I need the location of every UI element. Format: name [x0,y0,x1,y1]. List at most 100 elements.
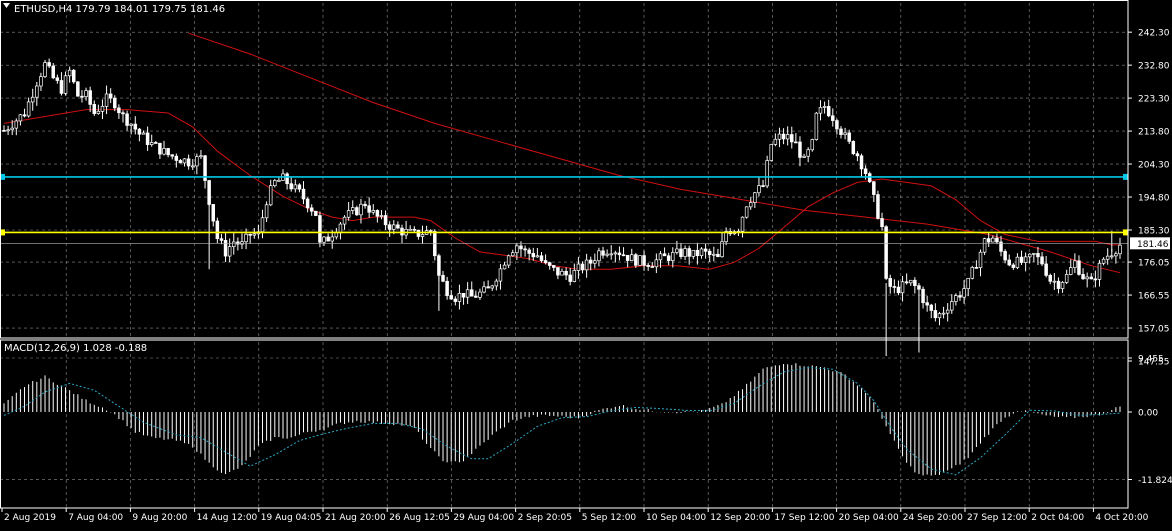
candle-down [831,115,835,121]
candle-down [917,285,921,290]
time-tick-label: 24 Sep 20:00 [903,513,963,523]
candle-up [597,250,601,262]
candle-down [662,253,667,257]
price-axis: 242.30 232.80 223.30 213.80 204.30 194.80 185.… [1128,29,1170,368]
candle-down [47,62,51,67]
chart-menu-icon[interactable] [3,3,10,8]
candle-down [601,250,605,256]
candle-down [1011,264,1016,268]
candle-up [342,216,347,225]
candle-down [363,203,367,207]
candle-down [305,198,310,209]
candle-up [478,291,482,298]
candle-down [203,155,207,181]
candle-down [375,210,380,217]
time-tick-label: 17 Sep 12:00 [774,513,834,523]
candle-down [543,260,548,263]
candle-down [137,128,142,135]
main-grid [0,3,1128,338]
macd-tick-label: 0.00 [1138,409,1158,419]
candle-down [929,304,934,311]
candle-down [1036,253,1040,258]
candle-up [14,120,19,129]
time-tick-label: 10 Sep 04:00 [646,513,706,523]
candle-up [954,295,958,302]
macd-frame [0,339,1129,509]
candle-up [1032,253,1036,255]
candle-down [642,255,646,266]
candle-down [289,183,293,190]
candle-up [1101,258,1106,264]
price-tick-label: 232.80 [1138,62,1170,72]
candle-up [268,185,273,206]
candle-down [687,248,691,257]
candle-up [190,165,195,168]
price-tick-label: 166.55 [1138,292,1170,302]
candle-up [1110,255,1114,258]
candle-down [1007,259,1011,266]
candle-down [921,288,925,304]
candle-up [1114,253,1118,257]
candle-down [568,274,572,282]
candle-up [535,255,540,258]
candle-down [92,104,97,114]
candle-up [506,255,511,266]
current-price-tag [1130,237,1170,250]
candle-down [51,65,55,79]
candle-up [6,129,10,132]
candle-down [794,141,798,144]
candle-down [1003,251,1007,261]
candle-down [154,142,158,144]
candle-up [675,248,679,253]
macd-histogram [3,363,1121,476]
time-axis: 2 Aug 2019 7 Aug 04:00 9 Aug 20:00 14 Aug 1… [1,508,1149,523]
time-tick-label: 27 Sep 12:00 [967,513,1027,523]
candle-down [178,160,183,164]
candle-down [876,194,880,219]
candle-up [162,148,166,155]
candle-up [104,93,109,107]
candle-down [1019,256,1024,263]
candle-down [88,90,92,105]
candle-up [753,192,757,203]
candle-up [1027,253,1032,258]
candle-down [486,286,490,289]
candle-down [646,264,650,267]
candle-up [658,253,663,261]
macd-signal [3,366,1121,476]
macd-axis: 9.455 0.00 -11.824 [1128,355,1172,486]
candle-down [285,173,289,185]
candle-up [63,75,68,94]
candle-up [277,180,281,182]
candle-up [26,101,31,117]
candle-up [10,127,14,131]
macd-tick-label: 9.455 [1138,355,1164,365]
candle-up [494,280,499,287]
candle-down [527,249,531,254]
candle-down [412,228,417,231]
price-tick-label: 194.80 [1138,194,1170,204]
candle-up [613,252,618,255]
candle-up [96,110,101,114]
candle-down [474,295,478,298]
candle-up [1052,280,1057,283]
candle-up [769,144,773,161]
candle-down [552,265,556,268]
candle-up [232,241,236,248]
candle-up [67,69,72,77]
candle-down [396,224,400,229]
candle-up [1085,276,1089,280]
candle-up [129,123,133,126]
candle-up [691,249,696,257]
candle-down [383,215,388,226]
candle-up [806,149,810,157]
horizontal-levels[interactable] [0,173,1128,244]
candle-down [634,254,638,266]
candle-down [170,154,174,157]
candle-down [22,114,27,117]
candle-up [970,267,975,279]
candle-up [515,245,519,254]
candle-down [859,155,864,170]
